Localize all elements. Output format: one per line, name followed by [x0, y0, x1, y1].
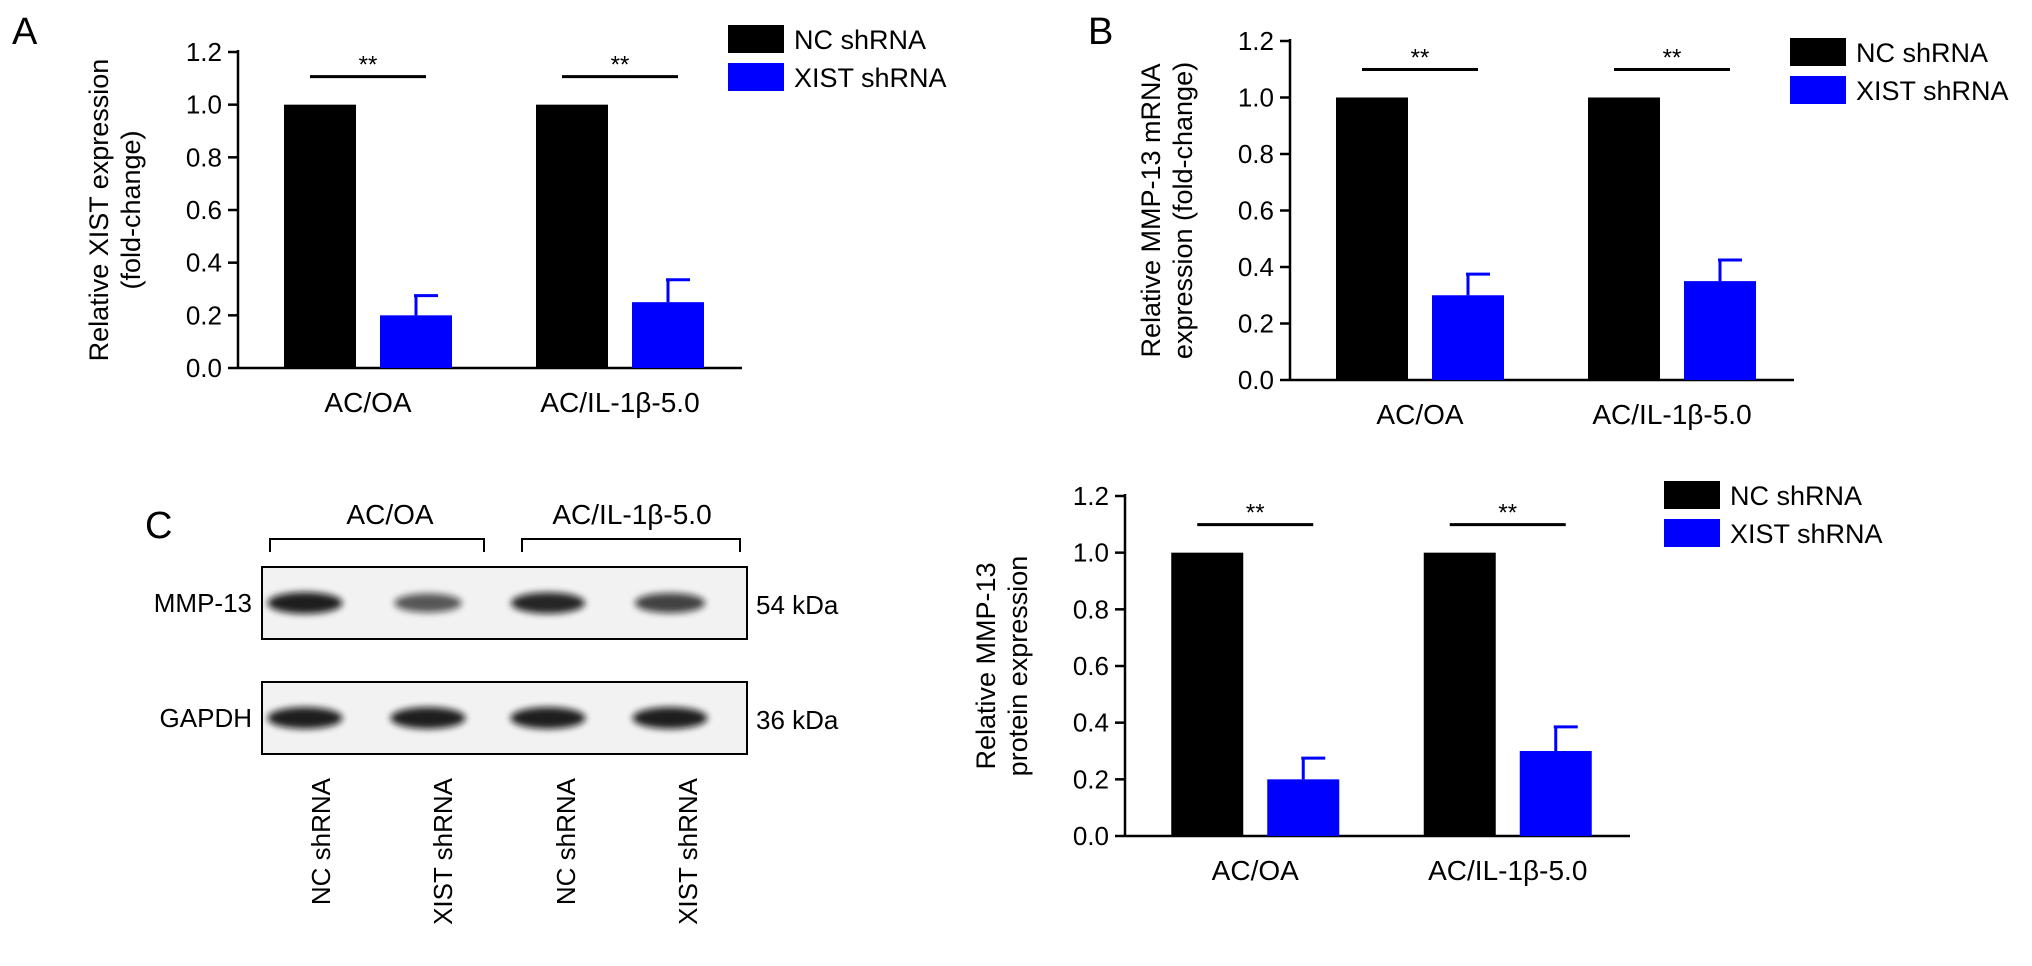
chart-c-y-tick-label: 0.6 [1073, 651, 1109, 681]
chart-c-y-tick-label: 0.0 [1073, 821, 1109, 851]
chart-b-y-tick-label: 0.6 [1238, 196, 1274, 226]
chart-c-significance-label: ** [1498, 500, 1517, 527]
blot-group-label-2: AC/IL-1β-5.0 [552, 499, 711, 530]
panel-letter-a: A [12, 11, 38, 53]
blot-group-bracket-1 [269, 538, 485, 552]
blot-lane-label-1: NC shRNA [306, 777, 336, 905]
chart-a-legend-label: XIST shRNA [794, 63, 947, 93]
chart-c-bar [1519, 751, 1592, 836]
chart-a-y-tick-label: 0.0 [186, 353, 222, 383]
blot-group-label-1: AC/OA [346, 499, 433, 530]
chart-b-significance-label: ** [1663, 45, 1682, 72]
chart-a-y-tick-label: 0.6 [186, 195, 222, 225]
blot-band-mmp-13 [267, 592, 343, 614]
chart-a-y-label: Relative XIST expression [84, 59, 114, 362]
chart-b-x-tick-label: AC/IL-1β-5.0 [1592, 399, 1751, 430]
blot-lane-label-4: XIST shRNA [673, 777, 703, 925]
chart-c-y-tick-label: 0.8 [1073, 594, 1109, 624]
chart-c-legend-swatch [1664, 481, 1720, 509]
chart-c-y-label: Relative MMP-13 [971, 562, 1001, 769]
chart-c-x-tick-label: AC/IL-1β-5.0 [1428, 855, 1587, 886]
chart-b-legend-label: XIST shRNA [1856, 76, 2009, 106]
chart-a-y-tick-label: 0.2 [186, 300, 222, 330]
chart-a-legend-swatch [728, 63, 784, 91]
blot-row-label-gapdh: GAPDH [160, 703, 252, 733]
panel-letter-b: B [1088, 11, 1113, 53]
panel-letter-c: C [145, 505, 172, 547]
blot-row-size-gapdh: 36 kDa [756, 705, 839, 735]
blot-group-bracket-2 [521, 538, 741, 552]
chart-c: 0.0 0.2 0.4 0.6 0.8 1.0 1.2 Relative MMP-13 prot… [971, 481, 1883, 886]
chart-a-bar [632, 302, 704, 368]
chart-c-legend-label: XIST shRNA [1730, 519, 1883, 549]
chart-b-y-label: Relative MMP-13 mRNA [1136, 63, 1166, 357]
blot-band-gapdh [632, 707, 708, 729]
chart-a-x-tick-label: AC/OA [324, 387, 411, 418]
chart-a-y-tick-label: 0.4 [186, 248, 222, 278]
blot-lane-label-3: NC shRNA [551, 777, 581, 905]
chart-c-bar [1267, 779, 1340, 836]
chart-c-y-label: protein expression [1003, 556, 1033, 777]
blot-row-label-mmp13: MMP-13 [154, 588, 252, 618]
chart-c-y-tick-label: 0.2 [1073, 764, 1109, 794]
chart-a: 0.0 0.2 0.4 0.6 0.8 1.0 1.2 Relative XIST expre… [84, 25, 947, 418]
chart-a-significance-label: ** [611, 52, 630, 79]
blot-band-gapdh [267, 707, 343, 729]
chart-a-legend-swatch [728, 25, 784, 53]
chart-a-bar [536, 104, 608, 369]
chart-a-bar [380, 315, 452, 368]
chart-a-significance-label: ** [359, 52, 378, 79]
chart-b-y-tick-label: 0.8 [1238, 139, 1274, 169]
chart-b-significance-label: ** [1411, 45, 1430, 72]
chart-c-y-tick-label: 1.0 [1073, 538, 1109, 568]
blot-lane-label-2: XIST shRNA [428, 777, 458, 925]
chart-c-bar [1423, 552, 1496, 836]
chart-b-y-tick-label: 0.0 [1238, 365, 1274, 395]
chart-c-y-tick-label: 1.2 [1073, 481, 1109, 511]
western-blot: AC/OA AC/IL-1β-5.0 MMP-13 54 kDa GAPDH 3… [154, 499, 839, 925]
chart-b-bar [1588, 97, 1660, 380]
chart-b-legend-label: NC shRNA [1856, 38, 1988, 68]
blot-band-mmp-13 [510, 592, 586, 614]
chart-b-bar [1336, 97, 1408, 380]
chart-a-y-tick-label: 1.2 [186, 37, 222, 67]
blot-band-gapdh [510, 707, 586, 729]
chart-b-legend-swatch [1790, 38, 1846, 66]
chart-b-y-tick-label: 1.2 [1238, 26, 1274, 56]
blot-bands [267, 592, 708, 729]
blot-band-mmp-13 [394, 593, 462, 613]
chart-c-legend-swatch [1664, 519, 1720, 547]
chart-a-y-tick-label: 0.8 [186, 142, 222, 172]
chart-b-bar [1684, 281, 1756, 380]
chart-c-legend-label: NC shRNA [1730, 481, 1862, 511]
chart-a-bar [284, 104, 356, 369]
chart-b-bar [1432, 295, 1504, 380]
chart-c-significance-label: ** [1246, 500, 1265, 527]
chart-c-x-tick-label: AC/OA [1212, 855, 1299, 886]
chart-b-y-tick-label: 0.4 [1238, 252, 1274, 282]
chart-b-y-tick-label: 0.2 [1238, 309, 1274, 339]
chart-b-x-tick-label: AC/OA [1376, 399, 1463, 430]
chart-a-x-tick-label: AC/IL-1β-5.0 [540, 387, 699, 418]
chart-b-y-label: expression (fold-change) [1168, 62, 1198, 359]
chart-c-bar [1171, 552, 1244, 836]
chart-a-y-tick-label: 1.0 [186, 90, 222, 120]
chart-b-legend-swatch [1790, 76, 1846, 104]
blot-band-gapdh [390, 707, 466, 729]
chart-a-legend-label: NC shRNA [794, 25, 926, 55]
blot-row-size-mmp13: 54 kDa [756, 590, 839, 620]
blot-band-mmp-13 [634, 592, 706, 614]
chart-b-y-tick-label: 1.0 [1238, 83, 1274, 113]
chart-a-y-label: (fold-change) [116, 130, 146, 289]
chart-c-y-tick-label: 0.4 [1073, 708, 1109, 738]
chart-b: 0.0 0.2 0.4 0.6 0.8 1.0 1.2 Relative MMP-13 mRN… [1136, 26, 2009, 430]
